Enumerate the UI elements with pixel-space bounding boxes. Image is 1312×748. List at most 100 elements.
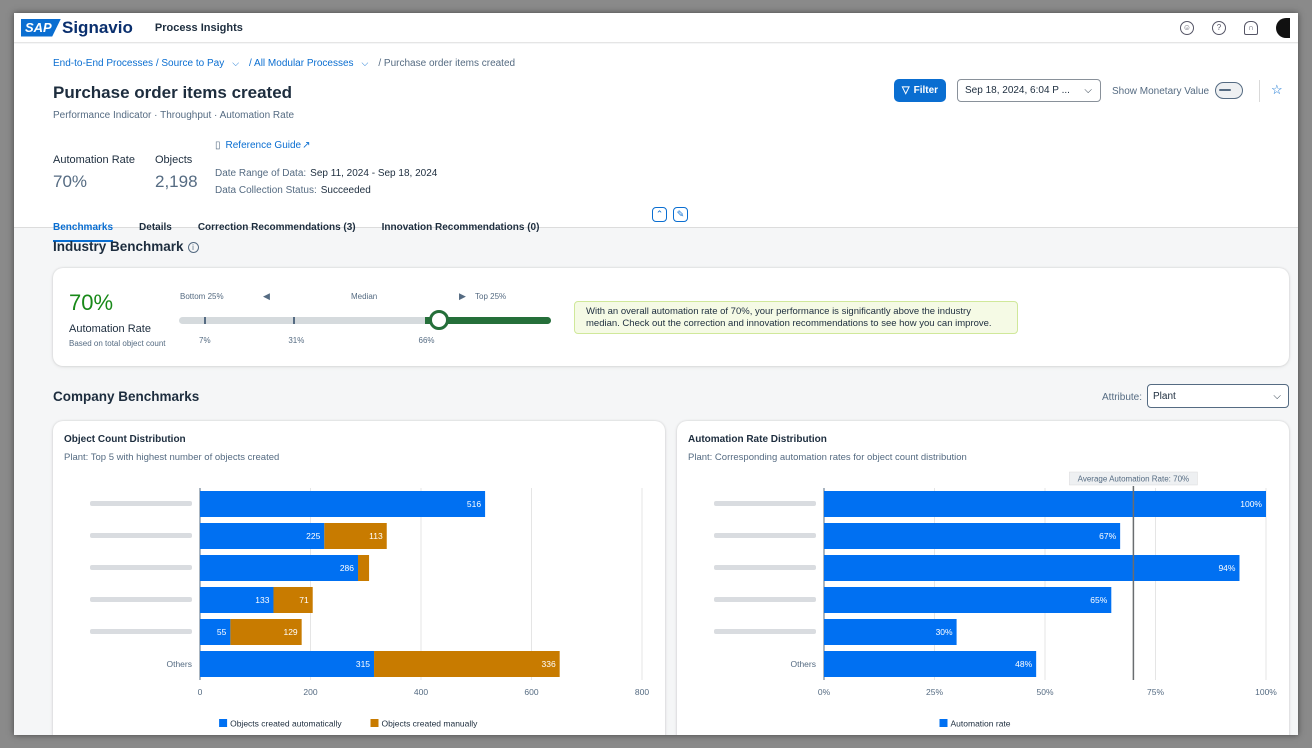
blurred-category-label <box>714 533 816 538</box>
automation-rate-chart: 0% 25% 50% 75% 100% Others 100% 67% 94% 65% 30% 48%… <box>714 471 1277 729</box>
data-label: 71 <box>299 595 309 605</box>
data-label: 113 <box>369 531 383 541</box>
bar-secondary <box>230 619 302 645</box>
median-label: Median <box>351 292 378 301</box>
pin-header-icon[interactable]: ✎ <box>673 207 688 222</box>
breadcrumb-link-source-to-pay[interactable]: End-to-End Processes / Source to Pay <box>53 58 225 69</box>
date-range: Date Range of Data: Sep 11, 2024 - Sep 18… <box>215 168 437 179</box>
sap-signavio-logo[interactable]: SAP Signavio <box>21 18 133 38</box>
legend-swatch <box>370 719 379 727</box>
date-select[interactable]: Sep 18, 2024, 6:04 P ... ⌵ <box>957 79 1101 102</box>
x-tick-label: 200 <box>303 687 317 697</box>
date-range-label: Date Range of Data: <box>215 168 307 179</box>
date-select-value: Sep 18, 2024, 6:04 P ... <box>965 85 1070 96</box>
blurred-category-label <box>714 629 816 634</box>
shell-bar: SAP Signavio Process Insights ☺ ? ∩ <box>14 13 1298 43</box>
avatar[interactable] <box>1276 17 1290 38</box>
automation-rate-value: 70% <box>53 172 88 191</box>
data-label: 100% <box>1240 499 1262 509</box>
data-label: 30% <box>936 627 953 637</box>
x-tick-label: 100% <box>1255 687 1277 697</box>
attribute-select[interactable]: Plant ⌵ <box>1147 384 1289 408</box>
scale-tick-mark <box>204 317 207 324</box>
data-label: 129 <box>283 627 297 637</box>
support-icon[interactable]: ∩ <box>1244 20 1258 35</box>
bar-primary <box>824 555 1240 581</box>
app-window: SAP Signavio Process Insights ☺ ? ∩ End-… <box>14 13 1298 735</box>
bar-secondary <box>358 555 370 581</box>
object-count-chart: 0 200 400 600 800 Others 516 225 113 286 133 71 55 12… <box>90 488 649 729</box>
legend-entry: Objects created manually <box>382 719 479 729</box>
industry-benchmark-title-text: Industry Benchmark <box>53 239 184 254</box>
automation-rate-label: Automation Rate <box>53 154 135 166</box>
benchmark-position-marker <box>429 310 450 330</box>
tab-bar: Benchmarks Details Correction Recommenda… <box>53 222 539 242</box>
benchmark-sublabel: Based on total object count <box>69 339 166 348</box>
favorite-star-icon[interactable]: ☆ <box>1271 82 1283 97</box>
benchmark-percentage: 70% <box>69 290 114 315</box>
bar-primary <box>824 651 1037 677</box>
benchmark-label: Automation Rate <box>69 323 151 335</box>
reference-label-bg <box>1069 471 1198 486</box>
blurred-category-label <box>90 597 192 602</box>
logo-text: Signavio <box>62 17 133 37</box>
book-icon: ▯ <box>215 140 221 151</box>
data-label: 336 <box>541 659 555 669</box>
tab-benchmarks[interactable]: Benchmarks <box>53 222 114 242</box>
blurred-category-label <box>90 533 192 538</box>
x-tick-label: 0 <box>198 687 203 697</box>
tab-details[interactable]: Details <box>139 222 172 233</box>
breadcrumb-link-modular-processes[interactable]: / All Modular Processes <box>249 58 354 69</box>
reference-guide-link[interactable]: ▯ Reference Guide ↗ <box>215 140 311 151</box>
breadcrumb: End-to-End Processes / Source to Pay ⌵ /… <box>53 58 515 69</box>
notifications-icon[interactable]: ☺ <box>1180 20 1194 35</box>
data-label: 516 <box>467 499 481 509</box>
collapse-header-icon[interactable]: ⌃ <box>652 207 667 222</box>
scale-tick-mark <box>293 317 296 324</box>
data-label: 286 <box>340 563 354 573</box>
monetary-toggle[interactable] <box>1215 82 1243 99</box>
legend-swatch <box>939 719 948 727</box>
reference-label: Average Automation Rate: 70% <box>1078 475 1189 484</box>
filter-button[interactable]: ▽ Filter <box>894 79 946 102</box>
objects-value: 2,198 <box>155 172 198 191</box>
tick-label-top: 66% <box>418 336 435 345</box>
chart-subtitle: Plant: Corresponding automation rates fo… <box>688 452 967 463</box>
bar-secondary <box>324 523 387 549</box>
bar-primary <box>200 523 325 549</box>
monetary-label: Show Monetary Value <box>1112 86 1210 97</box>
data-label: 65% <box>1090 595 1107 605</box>
category-label: Others <box>790 659 816 669</box>
chevron-down-icon[interactable]: ⌵ <box>361 58 369 68</box>
legend-swatch <box>219 719 228 727</box>
filter-label: Filter <box>913 85 939 96</box>
external-link-icon: ↗ <box>302 140 311 151</box>
chevron-down-icon: ⌵ <box>1273 390 1281 402</box>
legend-entry: Automation rate <box>951 719 1011 729</box>
reference-guide-label: Reference Guide <box>225 140 302 151</box>
chevron-down-icon[interactable]: ⌵ <box>232 58 240 68</box>
blurred-category-label <box>90 565 192 570</box>
bar-primary <box>200 651 375 677</box>
info-icon[interactable]: i <box>187 242 199 253</box>
help-icon[interactable]: ? <box>1212 20 1226 35</box>
tick-label-median: 31% <box>288 336 305 345</box>
chart-subtitle: Plant: Top 5 with highest number of obje… <box>64 452 280 463</box>
bar-primary <box>200 555 359 581</box>
tick-label-bottom: 7% <box>199 336 211 345</box>
chevron-down-icon: ⌵ <box>1084 85 1092 96</box>
bar-primary <box>200 619 231 645</box>
bottom-25-label: Bottom 25% <box>180 292 224 301</box>
x-tick-label: 0% <box>818 687 831 697</box>
category-label: Others <box>166 659 192 669</box>
tab-correction-recommendations[interactable]: Correction Recommendations (3) <box>197 222 356 233</box>
x-tick-label: 400 <box>414 687 428 697</box>
object-count-card: Object Count Distribution Plant: Top 5 w… <box>53 421 665 735</box>
attribute-label: Attribute: <box>1102 392 1143 403</box>
chart-title: Automation Rate Distribution <box>688 434 827 445</box>
sap-logo-box: SAP <box>21 18 61 37</box>
bar-primary <box>200 587 274 613</box>
tab-innovation-recommendations[interactable]: Innovation Recommendations (0) <box>381 222 540 233</box>
divider <box>1259 80 1260 102</box>
benchmark-scale <box>179 310 551 330</box>
